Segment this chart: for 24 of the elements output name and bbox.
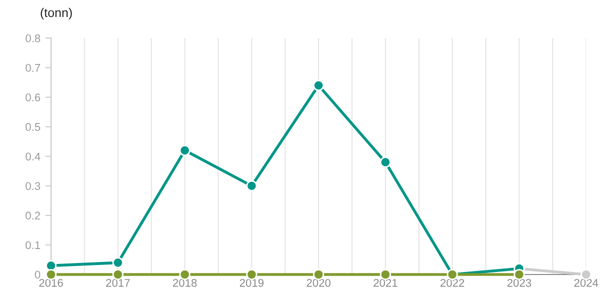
- y-tick-label: 0.2: [26, 212, 40, 220]
- point: [246, 180, 258, 192]
- y-tick-label: 0.8: [26, 34, 40, 42]
- x-tick-label: 2017: [106, 278, 130, 287]
- y-tick-label: 0.5: [26, 123, 40, 131]
- x-tick-label: 2024: [574, 278, 598, 287]
- y-axis-title: (tonn): [40, 8, 72, 20]
- x-tick-label: 2016: [39, 278, 63, 287]
- x-tick-label: 2019: [240, 278, 264, 287]
- y-tick-label: 0.6: [26, 93, 40, 102]
- point: [313, 80, 324, 91]
- x-tick-label: 2022: [440, 278, 464, 287]
- point: [380, 156, 392, 168]
- point: [179, 144, 190, 156]
- y-tick-label: 0.3: [26, 182, 40, 190]
- y-tick-label: 0.7: [26, 64, 40, 72]
- point: [112, 257, 124, 268]
- x-tick-label: 2021: [374, 278, 398, 287]
- x-tick-label: 2018: [173, 278, 197, 287]
- y-tick-label: 0.1: [26, 241, 40, 250]
- x-tick-label: 2020: [306, 278, 330, 287]
- y-tick-label: 0: [34, 270, 40, 279]
- y-tick-label: 0.4: [26, 152, 40, 160]
- x-tick-label: 2023: [507, 278, 532, 287]
